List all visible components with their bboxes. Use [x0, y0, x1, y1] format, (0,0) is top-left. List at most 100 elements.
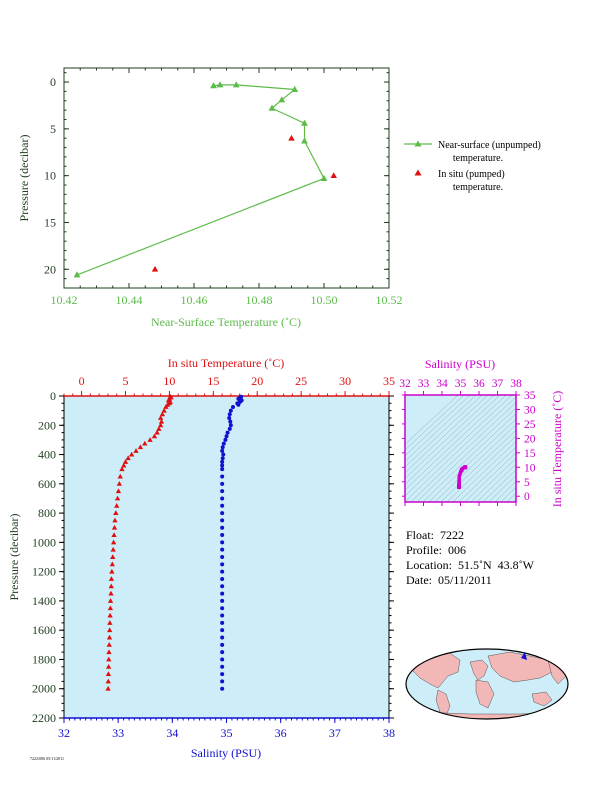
sal-tick-label: 35 — [221, 726, 233, 740]
near-surface-point — [301, 137, 308, 144]
temperature-point — [121, 462, 127, 468]
profile-number: Profile: 006 — [406, 543, 466, 557]
salinity-point — [220, 511, 225, 516]
legend-in-situ-marker — [414, 169, 422, 176]
near-surface-line — [76, 84, 325, 276]
salinity-point — [220, 628, 225, 633]
temperature-point — [106, 642, 112, 647]
sal-tick-label: 34 — [166, 726, 178, 740]
salinity-point — [225, 430, 230, 435]
temperature-point — [147, 437, 153, 442]
density-contour — [416, 407, 516, 502]
temperature-point — [161, 407, 167, 413]
pressure-tick-label: 600 — [38, 477, 56, 491]
pressure-tick-label: 0 — [50, 389, 56, 403]
temperature-point — [163, 404, 169, 409]
pressure-tick-label: 200 — [38, 418, 56, 432]
ts-axis-ticks: 32 33 34 35 36 37 38 0 5 10 15 20 25 30 35 — [399, 378, 536, 506]
temperature-point — [154, 429, 160, 435]
salinity-point — [220, 591, 225, 596]
land-mass — [475, 679, 495, 709]
x-tick-label: 10.50 — [311, 293, 338, 307]
salinity-point — [220, 606, 225, 611]
density-contour — [531, 375, 612, 502]
profile-pressure-axis-label: Pressure (decibar) — [7, 514, 21, 601]
ts-point — [457, 485, 461, 490]
pressure-tick-label: 2000 — [32, 682, 56, 696]
temperature-point — [110, 539, 117, 545]
ts-x-tick-label: 34 — [436, 378, 448, 390]
salinity-point — [221, 441, 226, 446]
salinity-point — [220, 635, 225, 640]
salinity-point — [227, 412, 232, 417]
salinity-point — [221, 452, 226, 457]
profile-temperature-axis-label: In situ Temperature (˚C) — [168, 356, 285, 370]
temperature-point — [157, 422, 164, 428]
salinity-point — [231, 404, 235, 409]
temperature-point — [116, 481, 122, 486]
legend: Near-surface (unpumped) temperature. In … — [404, 140, 541, 193]
profile-date: Date: 05/11/2011 — [406, 573, 492, 587]
salinity-point — [220, 562, 225, 567]
salinity-point — [220, 547, 225, 552]
ts-x-tick-label: 38 — [510, 378, 522, 390]
temperature-point — [108, 590, 114, 596]
salinity-point — [220, 481, 225, 486]
profile-plot-area — [63, 395, 390, 719]
density-contour — [470, 458, 516, 502]
ts-y-tick-label: 15 — [524, 448, 536, 460]
density-contour — [500, 486, 516, 502]
temperature-point — [106, 649, 112, 655]
float-info: Float: 7222 Profile: 006 Location: 51.5˚… — [406, 528, 534, 588]
temperature-point — [119, 466, 125, 472]
ts-point — [462, 466, 467, 470]
temp-tick-label: 10 — [163, 374, 175, 388]
density-contour — [405, 395, 483, 468]
salinity-point — [220, 584, 225, 589]
sal-tick-label: 33 — [112, 726, 124, 740]
salinity-point — [220, 503, 225, 508]
in-situ-point — [330, 172, 337, 179]
salinity-point — [228, 419, 233, 424]
temperature-point — [158, 418, 165, 424]
legend-near-surface-label: Near-surface (unpumped) — [438, 140, 541, 151]
density-contour — [405, 395, 507, 491]
temperature-point — [106, 634, 113, 640]
ts-x-tick-label: 36 — [473, 378, 485, 390]
y-tick-label: 0 — [50, 75, 56, 89]
temp-tick-label: 0 — [79, 374, 85, 388]
sal-tick-label: 36 — [275, 726, 287, 740]
salinity-point — [220, 686, 225, 691]
salinity-point — [236, 396, 241, 401]
sal-tick-label: 37 — [329, 726, 341, 740]
salinity-point — [224, 434, 229, 439]
pressure-tick-label: 1200 — [32, 565, 56, 579]
near-surface-y-axis-label: Pressure (decibar) — [17, 135, 31, 222]
float-id: Float: 7222 — [406, 528, 465, 542]
y-tick-label: 20 — [44, 262, 56, 276]
salinity-point — [227, 415, 232, 420]
salinity-point — [220, 463, 225, 468]
temperature-point — [105, 678, 111, 684]
x-tick-label: 10.46 — [181, 293, 208, 307]
temperature-point — [159, 411, 166, 417]
temperature-point — [128, 451, 135, 457]
temperature-point — [105, 685, 111, 691]
salinity-point — [228, 408, 233, 413]
salinity-point — [227, 426, 232, 431]
pressure-tick-label: 1800 — [32, 652, 56, 666]
temperature-point — [108, 576, 115, 581]
y-tick-label: 10 — [44, 169, 56, 183]
temperature-point — [107, 612, 113, 618]
sal-tick-label: 32 — [58, 726, 70, 740]
density-contour — [405, 395, 489, 474]
temp-tick-label: 35 — [383, 374, 395, 388]
temperature-point — [109, 568, 115, 574]
density-contour — [482, 469, 516, 502]
in-situ-point — [288, 134, 295, 141]
temperature-point — [142, 440, 148, 446]
sal-tick-label: 38 — [383, 726, 395, 740]
salinity-point — [220, 620, 225, 625]
temperature-point — [111, 524, 118, 530]
temperature-point — [110, 546, 116, 552]
